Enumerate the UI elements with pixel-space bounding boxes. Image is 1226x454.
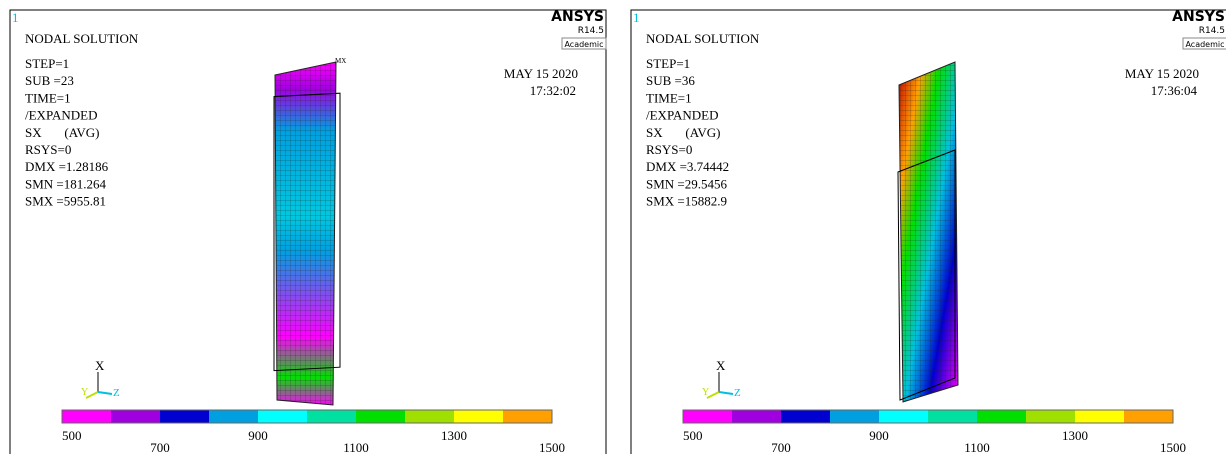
time: 17:36:04: [1151, 83, 1198, 98]
colorbar-segment: [732, 410, 781, 423]
axis-label: Y: [702, 387, 709, 398]
colorbar-label: 1300: [441, 428, 467, 443]
axis-label: Z: [734, 387, 741, 399]
colorbar-segment: [1075, 410, 1124, 423]
colorbar-segment: [62, 410, 111, 423]
date: MAY 15 2020: [504, 66, 578, 81]
mesh: [274, 61, 337, 406]
date: MAY 15 2020: [1125, 66, 1199, 81]
info-line: SX (AVG): [25, 125, 100, 140]
colorbar-segment: [830, 410, 879, 423]
logo-edition: Academic: [564, 40, 603, 49]
axis-label: Y: [81, 387, 88, 398]
window-number: 1: [633, 10, 640, 25]
info-line: STEP=1: [25, 56, 69, 71]
colorbar-label: 700: [150, 440, 170, 454]
colorbar-segment: [307, 410, 356, 423]
colorbar-frame: [61, 409, 553, 424]
colorbar-label: 1500: [539, 440, 565, 454]
colorbar-segment: [781, 410, 830, 423]
axis-y: [706, 391, 720, 399]
colorbar-segment: [111, 410, 160, 423]
colorbar-segment: [209, 410, 258, 423]
colorbar-label: 1100: [343, 440, 369, 454]
info-line: STEP=1: [646, 56, 690, 71]
marker: MX: [335, 57, 346, 65]
colorbar-frame: [682, 409, 1174, 424]
info-line: RSYS=0: [646, 142, 692, 157]
result-title: NODAL SOLUTION: [25, 31, 139, 46]
info-line: /EXPANDED: [646, 108, 718, 123]
colorbar-segment: [258, 410, 307, 423]
logo-name: ANSYS: [551, 9, 604, 25]
colorbar-label: 900: [869, 428, 889, 443]
colorbar-segment: [879, 410, 928, 423]
colorbar-segment: [977, 410, 1026, 423]
axis-z: [97, 391, 113, 395]
outline: [273, 92, 341, 372]
colorbar-label: 700: [771, 440, 791, 454]
info-line: RSYS=0: [25, 142, 71, 157]
frame: [9, 9, 607, 454]
axis-label: Z: [113, 387, 120, 399]
info-line: TIME=1: [646, 90, 692, 105]
outline: [897, 149, 956, 401]
colorbar-segment: [160, 410, 209, 423]
colorbar-label: 500: [683, 428, 703, 443]
logo-name: ANSYS: [1172, 9, 1225, 25]
logo-version: R14.5: [578, 26, 604, 36]
info-line: /EXPANDED: [25, 108, 97, 123]
info-line: SMN =181.264: [25, 176, 107, 191]
logo-box: [1182, 37, 1226, 50]
info-line: SUB =23: [25, 73, 74, 88]
colorbar-segment: [405, 410, 454, 423]
logo-edition: Academic: [1185, 40, 1224, 49]
axis-label: X: [95, 358, 105, 373]
colorbar-label: 1300: [1062, 428, 1088, 443]
colorbar-label: 1500: [1160, 440, 1186, 454]
time: 17:32:02: [530, 83, 576, 98]
info-line: SX (AVG): [646, 125, 721, 140]
colorbar-segment: [1124, 410, 1173, 423]
colorbar-label: 1100: [964, 440, 990, 454]
result-title: NODAL SOLUTION: [646, 31, 760, 46]
info-line: SUB =36: [646, 73, 695, 88]
colorbar-segment: [928, 410, 977, 423]
colorbar-segment: [503, 410, 552, 423]
frame: [630, 9, 1226, 454]
mesh: [898, 61, 959, 403]
axis-z: [718, 391, 734, 395]
info-line: DMX =3.74442: [646, 159, 729, 174]
info-line: SMN =29.5456: [646, 176, 728, 191]
info-line: DMX =1.28186: [25, 159, 109, 174]
colorbar-segment: [356, 410, 405, 423]
logo-version: R14.5: [1199, 26, 1225, 36]
info-line: SMX =5955.81: [25, 194, 106, 209]
colorbar-segment: [683, 410, 732, 423]
window-number: 1: [12, 10, 19, 25]
axis-y: [85, 391, 99, 399]
logo-box: [561, 37, 607, 50]
colorbar-segment: [1026, 410, 1075, 423]
axis-label: X: [716, 358, 726, 373]
colorbar-label: 500: [62, 428, 82, 443]
info-line: TIME=1: [25, 90, 71, 105]
colorbar-label: 900: [248, 428, 268, 443]
colorbar-segment: [454, 410, 503, 423]
info-line: SMX =15882.9: [646, 194, 727, 209]
